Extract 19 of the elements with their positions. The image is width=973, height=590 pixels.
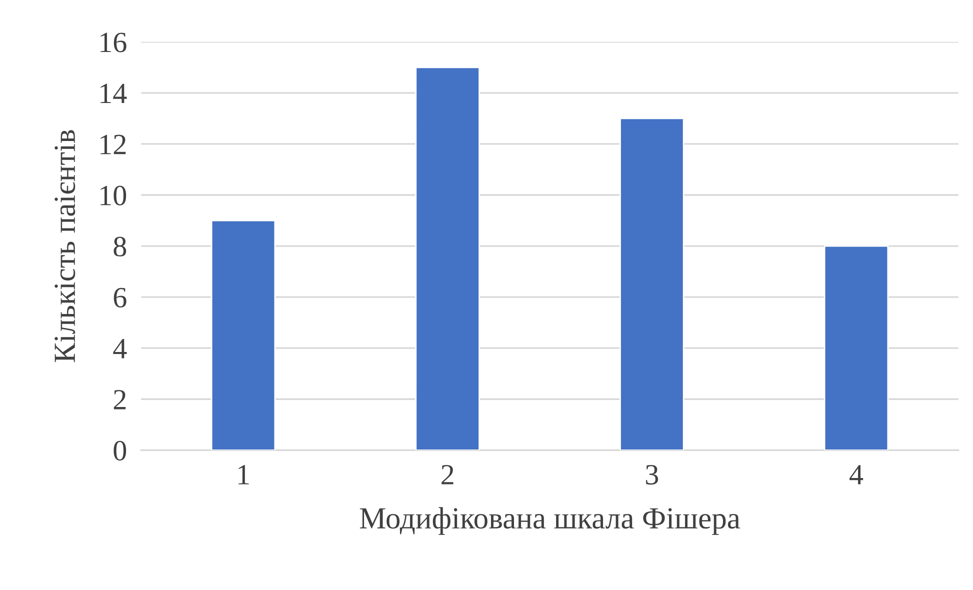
bar <box>415 66 480 450</box>
y-tick-label: 8 <box>114 236 126 256</box>
y-tick-label: 4 <box>113 339 127 358</box>
x-tick-label: 1 <box>238 465 249 484</box>
x-tick-label: 3 <box>646 464 658 485</box>
x-tick-label: 2 <box>442 464 454 484</box>
bar <box>620 118 684 450</box>
y-tick-label: 0 <box>114 440 126 461</box>
y-tick-label: 14 <box>100 84 127 104</box>
bar <box>824 245 889 450</box>
y-tick-label: 10 <box>100 186 126 206</box>
x-axis-title: Модифікована шкала Фішера <box>360 507 740 535</box>
y-tick-label: 12 <box>100 134 126 154</box>
y-tick-label: 2 <box>114 390 126 410</box>
y-tick-label: 6 <box>114 288 126 308</box>
x-tick-label: 4 <box>850 465 864 484</box>
bar <box>210 220 276 450</box>
y-tick-label: 16 <box>100 32 126 52</box>
y-axis-title: Кількість паієнтів <box>54 130 76 362</box>
